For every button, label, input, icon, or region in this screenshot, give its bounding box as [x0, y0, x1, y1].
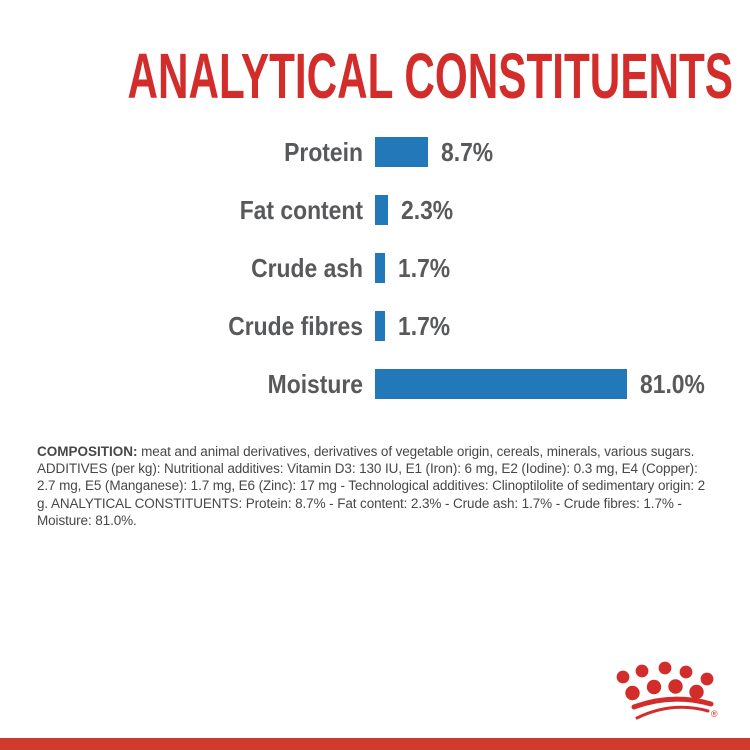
chart-bar: [375, 311, 385, 341]
crown-swoosh-upper: [631, 696, 714, 710]
crown-dot: [689, 684, 704, 700]
registered-trademark-symbol: ®: [711, 709, 718, 719]
chart-row: Crude fibres 1.7%: [0, 297, 750, 355]
footer-red-bar: [0, 738, 750, 750]
crown-dot: [616, 670, 630, 684]
chart-row-label: Fat content: [239, 194, 363, 225]
crown-dot: [625, 685, 640, 701]
crown-dot: [679, 665, 693, 679]
chart-bar: [375, 137, 428, 167]
chart-row: Moisture 81.0%: [0, 355, 750, 413]
chart-row: Protein 8.7%: [0, 123, 750, 181]
analytical-constituents-chart: Protein 8.7% Fat content 2.3% Crude ash …: [0, 123, 750, 413]
composition-text: COMPOSITION: meat and animal derivatives…: [37, 443, 717, 529]
chart-bar: [375, 369, 627, 399]
composition-lead: COMPOSITION:: [37, 444, 138, 459]
crown-dot: [668, 679, 683, 694]
chart-row-label: Moisture: [267, 368, 363, 399]
chart-bar: [375, 195, 388, 225]
chart-row: Fat content 2.3%: [0, 181, 750, 239]
crown-dot: [646, 679, 662, 695]
crown-dot: [635, 664, 649, 678]
chart-row-value: 8.7%: [441, 136, 494, 167]
chart-bar: [375, 253, 385, 283]
chart-row-label: Crude fibres: [228, 310, 363, 341]
chart-row-label: Protein: [284, 136, 363, 167]
crown-dots: [616, 661, 714, 701]
page-title: ANALYTICAL CONSTITUENTS: [127, 40, 733, 112]
chart-row: Crude ash 1.7%: [0, 239, 750, 297]
chart-row-value: 1.7%: [398, 310, 451, 341]
crown-dot: [658, 661, 672, 675]
crown-dot: [700, 672, 714, 686]
chart-row-label: Crude ash: [251, 252, 363, 283]
crown-swoosh-lower: [635, 705, 710, 720]
chart-row-value: 2.3%: [401, 194, 454, 225]
composition-body: meat and animal derivatives, derivatives…: [37, 444, 706, 528]
chart-row-value: 1.7%: [398, 252, 451, 283]
royal-canin-crown-logo: ®: [616, 661, 718, 720]
chart-row-value: 81.0%: [640, 368, 705, 399]
